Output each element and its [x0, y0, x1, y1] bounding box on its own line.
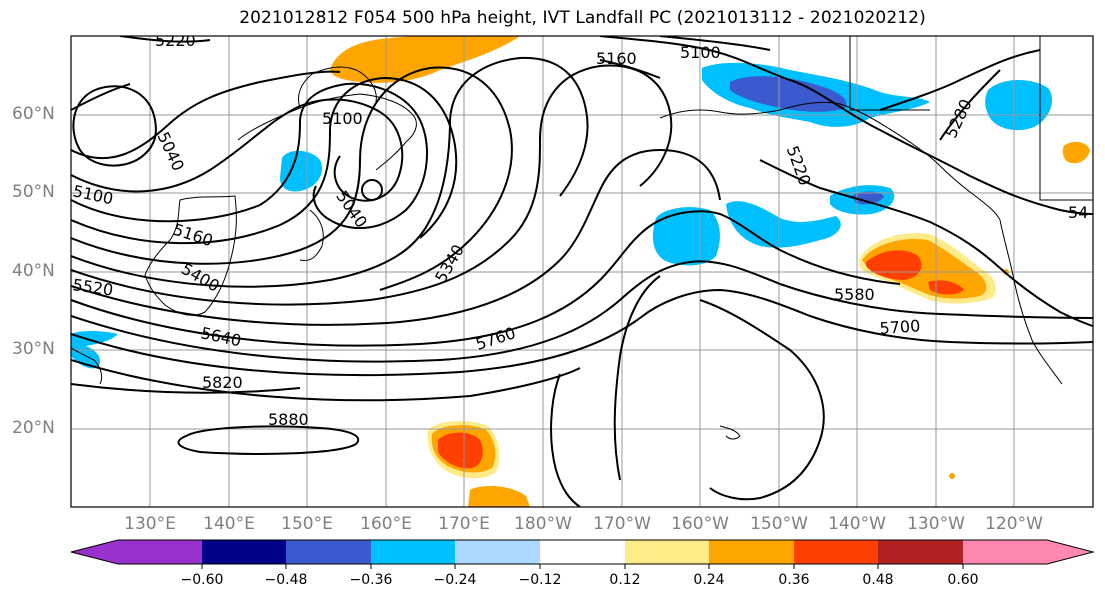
colorbar-segment — [371, 540, 455, 564]
lon-label: 150°E — [281, 514, 333, 534]
lon-label: 180°W — [514, 514, 572, 534]
colorbar-segment — [625, 540, 709, 564]
lat-label: 20°N — [12, 418, 55, 438]
lon-label: 140°E — [203, 514, 255, 534]
colorbar-segment — [878, 540, 963, 564]
contour-label: 5100 — [322, 109, 363, 128]
positive-anomaly-patch — [468, 486, 530, 507]
positive-anomaly-core — [866, 250, 922, 280]
lat-label: 40°N — [12, 261, 55, 281]
ivt-shading — [71, 36, 1090, 507]
lat-label: 50°N — [12, 182, 55, 202]
colorbar-segment — [202, 540, 286, 564]
colorbar-tick-label: 0.60 — [947, 572, 979, 588]
colorbar-tick-label: 0.12 — [609, 572, 641, 588]
lon-label: 160°E — [360, 514, 412, 534]
colorbar-segment — [455, 540, 540, 564]
contour-label: 5580 — [834, 285, 875, 304]
colorbar-tick-label: −0.12 — [518, 572, 562, 588]
colorbar-tick-label: −0.60 — [180, 572, 224, 588]
contour-label: 5220 — [155, 31, 196, 50]
coastlines — [71, 36, 1093, 440]
lat-label: 60°N — [12, 104, 55, 124]
contour-label: 5100 — [680, 43, 721, 62]
lon-label: 150°W — [750, 514, 808, 534]
lon-label: 120°W — [985, 514, 1043, 534]
contour-label: 5880 — [268, 410, 309, 429]
contour-label: 5700 — [879, 316, 921, 338]
positive-anomaly-patch — [330, 36, 520, 83]
colorbar-segment — [794, 540, 878, 564]
colorbar-segment — [963, 540, 1047, 564]
contour-label: 5820 — [202, 373, 243, 392]
negative-anomaly-patch — [280, 150, 323, 192]
height-contours — [71, 36, 1093, 507]
colorbar-segment — [286, 540, 371, 564]
colorbar-segment — [540, 540, 625, 564]
lat-label: 30°N — [12, 339, 55, 359]
lon-label: 130°E — [124, 514, 176, 534]
colorbar-segment — [118, 540, 202, 564]
lon-label: 140°W — [828, 514, 886, 534]
colorbar-tick-label: −0.36 — [349, 572, 393, 588]
colorbar-segment — [709, 540, 794, 564]
colorbar-tick-label: −0.48 — [264, 572, 308, 588]
lon-label: 130°W — [907, 514, 965, 534]
positive-anomaly-core — [438, 432, 483, 469]
colorbar-outline — [70, 539, 1095, 565]
colorbar-tick-label: 0.48 — [862, 572, 894, 588]
colorbar-segment — [1047, 540, 1093, 564]
contour-label: 54 — [1068, 203, 1088, 222]
lon-label: 160°W — [671, 514, 729, 534]
negative-anomaly-patch — [985, 79, 1052, 131]
colorbar-tick-label: 0.24 — [693, 572, 725, 588]
map-title: 2021012812 F054 500 hPa height, IVT Land… — [239, 8, 926, 28]
colorbar — [70, 539, 1095, 569]
negative-anomaly-patch — [71, 331, 118, 369]
contour-label: 5160 — [596, 49, 637, 68]
lon-label: 170°W — [593, 514, 651, 534]
map-frame — [70, 35, 1094, 508]
positive-anomaly-patch — [1062, 141, 1090, 164]
positive-anomaly-core — [928, 280, 964, 295]
negative-anomaly-core — [852, 191, 884, 205]
colorbar-segment — [71, 540, 118, 564]
negative-anomaly-patch — [652, 207, 720, 266]
colorbar-tick-label: 0.36 — [778, 572, 810, 588]
colorbar-tick-label: −0.24 — [433, 572, 477, 588]
negative-anomaly-patch — [726, 201, 841, 248]
lon-label: 170°E — [438, 514, 490, 534]
